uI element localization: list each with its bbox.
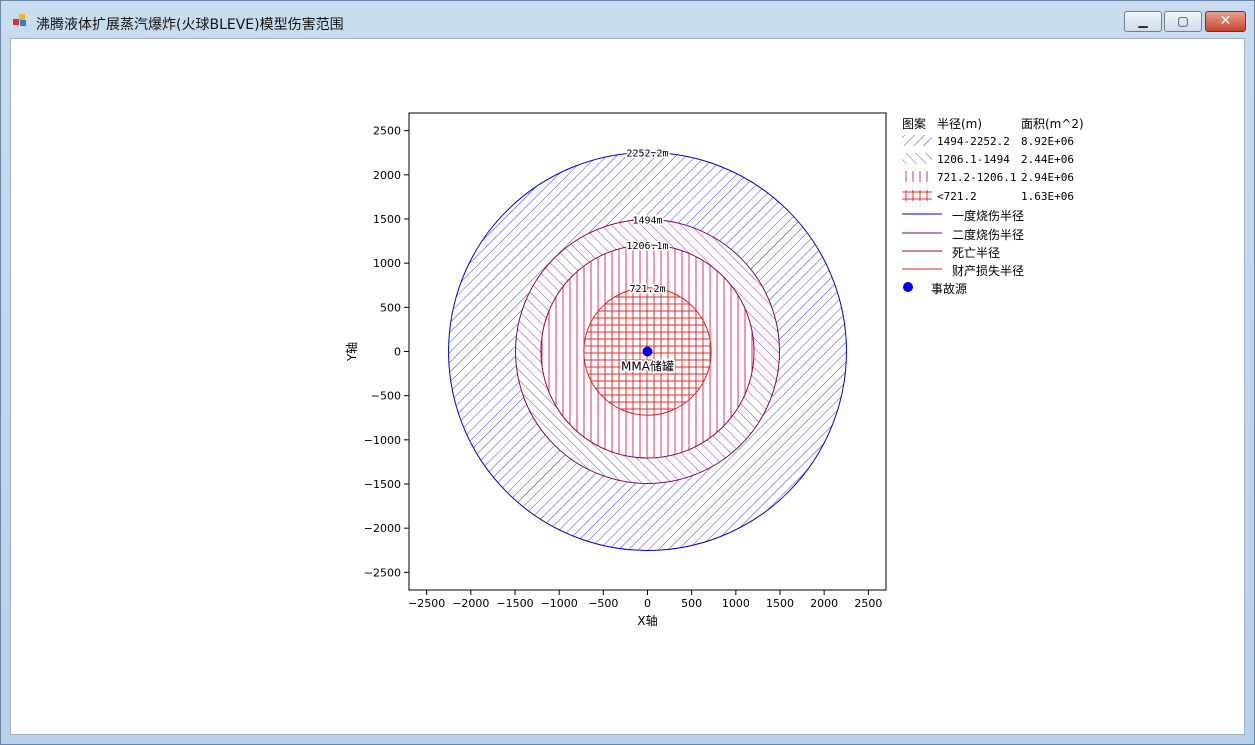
radius-label: 1494m	[632, 216, 662, 227]
app-icon	[13, 14, 26, 26]
damage-radius-circle	[448, 152, 847, 551]
x-tick-label: 0	[644, 597, 651, 610]
legend-zone-range: 721.2-1206.1	[937, 171, 1017, 184]
legend-line-label: 一度烧伤半径	[952, 209, 1025, 223]
legend-zone-area: 2.44E+06	[1021, 153, 1074, 166]
x-tick-label: 2000	[810, 597, 838, 610]
legend-source-marker	[903, 282, 913, 292]
legend-zone-area: 8.92E+06	[1021, 135, 1074, 148]
legend-line-label: 二度烧伤半径	[952, 228, 1025, 242]
x-tick-label: 500	[681, 597, 702, 610]
close-icon: ✕	[1219, 13, 1232, 29]
minimize-icon: ▁	[1138, 14, 1148, 28]
accident-source-marker	[642, 346, 653, 357]
title-bar[interactable]: 沸腾液体扩展蒸汽爆炸(火球BLEVE)模型伤害范围 ▁ ▢ ✕	[1, 1, 1254, 37]
legend-zone-area: 2.94E+06	[1021, 171, 1074, 184]
legend-pattern-swatch	[902, 171, 932, 182]
accident-source-label: MMA储罐	[621, 359, 674, 374]
radius-label: 1206.1m	[626, 241, 668, 252]
legend-pattern-swatch	[902, 135, 932, 146]
legend-header-radius: 半径(m)	[937, 117, 983, 131]
y-tick-label: 2000	[373, 169, 401, 182]
y-tick-label: −1500	[364, 478, 401, 491]
minimize-button[interactable]: ▁	[1124, 11, 1162, 32]
radius-label: 721.2m	[629, 284, 665, 295]
window-title: 沸腾液体扩展蒸汽爆炸(火球BLEVE)模型伤害范围	[36, 17, 344, 33]
damage-radius-circle	[583, 287, 712, 416]
x-tick-label: −2000	[452, 597, 489, 610]
legend-pattern-swatch	[902, 153, 932, 164]
maximize-button[interactable]: ▢	[1164, 11, 1202, 32]
damage-radius-circle	[540, 244, 755, 459]
x-tick-label: −2500	[408, 597, 445, 610]
x-axis-label: X轴	[637, 613, 657, 628]
maximize-icon: ▢	[1177, 14, 1189, 28]
radius-label: 2252.2m	[626, 149, 668, 160]
y-tick-label: −1000	[364, 434, 401, 447]
legend-header-pattern: 图案	[902, 117, 927, 131]
y-tick-label: 1000	[373, 257, 401, 270]
legend-zone-range: 1494-2252.2	[937, 135, 1010, 148]
y-axis-label: Y轴	[344, 342, 359, 362]
legend-zone-area: 1.63E+06	[1021, 190, 1074, 203]
close-button[interactable]: ✕	[1205, 11, 1246, 32]
y-tick-label: 500	[380, 301, 401, 314]
legend-line-label: 死亡半径	[952, 246, 1001, 260]
y-tick-label: 2500	[373, 125, 401, 138]
x-tick-label: 1000	[722, 597, 750, 610]
legend-line-label: 财产损失半径	[952, 264, 1025, 278]
y-tick-label: 1500	[373, 213, 401, 226]
legend-header-area: 面积(m^2)	[1021, 117, 1084, 131]
y-tick-label: −500	[371, 390, 401, 403]
y-tick-label: 0	[394, 346, 401, 359]
x-tick-label: 1500	[766, 597, 794, 610]
y-tick-label: −2500	[364, 566, 401, 579]
x-tick-label: −500	[588, 597, 618, 610]
x-tick-label: −1000	[541, 597, 578, 610]
legend-pattern-swatch	[902, 190, 932, 201]
legend-zone-range: <721.2	[937, 190, 977, 203]
legend-zone-range: 1206.1-1494	[937, 153, 1010, 166]
legend-source-label: 事故源	[931, 282, 968, 296]
damage-radius-circle	[515, 219, 780, 484]
y-tick-label: −2000	[364, 522, 401, 535]
x-tick-label: 2500	[854, 597, 882, 610]
x-tick-label: −1500	[496, 597, 533, 610]
